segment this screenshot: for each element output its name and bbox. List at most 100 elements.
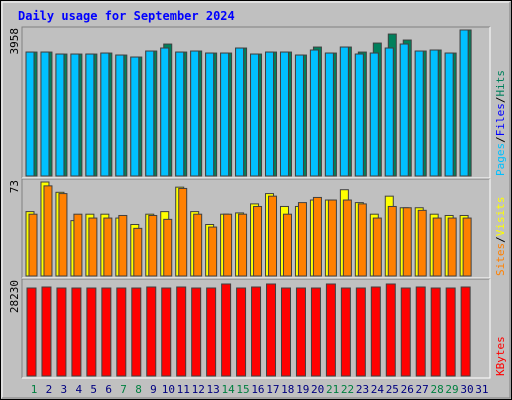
x-tick-label: 30: [460, 383, 473, 396]
x-tick-label: 23: [356, 383, 369, 396]
bar: [103, 217, 113, 277]
bar: [71, 287, 82, 377]
x-tick-label: 20: [311, 383, 324, 396]
panel-frame: [22, 27, 491, 179]
bar: [223, 213, 233, 277]
bar: [310, 287, 321, 377]
panel-frame: [22, 179, 491, 279]
x-tick-label: 3: [61, 383, 68, 396]
bar: [268, 195, 278, 277]
bar: [445, 287, 456, 377]
bar: [148, 214, 158, 277]
x-tick-label: 13: [207, 383, 220, 396]
bar: [101, 287, 112, 377]
x-tick-label: 6: [105, 383, 112, 396]
bar: [176, 286, 187, 377]
bar: [163, 218, 173, 277]
panel-frame: [21, 278, 490, 378]
bar: [56, 287, 67, 377]
bar: [325, 283, 336, 377]
bar: [25, 51, 35, 177]
bar: [253, 205, 263, 277]
x-tick-label: 27: [416, 383, 429, 396]
bar: [238, 213, 248, 277]
x-tick-label: 24: [371, 383, 385, 396]
bar: [26, 287, 37, 377]
panel-frame: [21, 26, 490, 178]
bar: [266, 283, 277, 377]
bar: [178, 187, 188, 277]
bar: [459, 29, 469, 177]
bar: [402, 207, 412, 277]
bar: [161, 287, 172, 377]
x-tick-label: 15: [236, 383, 249, 396]
legend-entry: Files: [494, 103, 507, 136]
bar: [462, 217, 472, 277]
bar: [339, 46, 349, 177]
bar: [160, 47, 170, 177]
bar: [130, 56, 140, 177]
panel-frame: [21, 178, 490, 278]
bar: [208, 226, 218, 277]
bar: [432, 217, 442, 277]
bar: [385, 283, 396, 377]
legend: KBytes: [494, 336, 507, 376]
bar: [294, 54, 304, 177]
chart-title: Daily usage for September 2024: [18, 9, 235, 23]
bar: [295, 287, 306, 377]
bar: [205, 52, 215, 177]
bar: [70, 53, 80, 177]
bar: [384, 47, 394, 177]
bar: [116, 287, 127, 377]
bar: [221, 283, 232, 377]
bar: [190, 50, 200, 177]
bar: [414, 50, 424, 177]
legend-entry: Sites: [494, 243, 507, 276]
bar: [357, 203, 367, 277]
x-tick-label: 29: [445, 383, 458, 396]
y-tick-label: 28230: [8, 280, 21, 313]
bar: [73, 213, 83, 277]
x-tick-label: 10: [162, 383, 175, 396]
bar: [191, 287, 202, 377]
bar: [55, 53, 65, 177]
legend-entry: KBytes: [494, 336, 507, 376]
bar: [447, 217, 457, 277]
bar: [175, 51, 185, 177]
legend-entry: Hits: [494, 70, 507, 97]
bar: [43, 185, 53, 277]
x-tick-label: 18: [281, 383, 294, 396]
y-tick-label: 3958: [8, 28, 21, 55]
bar: [279, 51, 289, 177]
bar: [131, 287, 142, 377]
bar: [85, 53, 95, 177]
bar: [370, 286, 381, 377]
bar: [372, 217, 382, 277]
x-tick-label: 17: [266, 383, 279, 396]
x-tick-label: 9: [150, 383, 157, 396]
bar: [236, 287, 247, 377]
bar: [312, 196, 322, 277]
legend-separator: /: [494, 97, 507, 104]
x-tick-label: 26: [401, 383, 414, 396]
bar: [297, 202, 307, 277]
bar: [309, 49, 319, 177]
bar: [282, 213, 292, 277]
x-tick-label: 28: [430, 383, 443, 396]
legend-entry: Visits: [494, 197, 507, 237]
bar: [206, 287, 217, 377]
bar: [193, 213, 203, 277]
bar: [118, 214, 128, 277]
x-tick-label: 14: [221, 383, 235, 396]
bar: [354, 53, 364, 177]
bar: [415, 286, 426, 377]
x-tick-label: 11: [177, 383, 190, 396]
bar: [235, 47, 245, 177]
legend: Sites/Visits: [494, 197, 507, 277]
bar: [387, 205, 397, 277]
bar: [430, 287, 441, 377]
x-tick-label: 22: [341, 383, 354, 396]
